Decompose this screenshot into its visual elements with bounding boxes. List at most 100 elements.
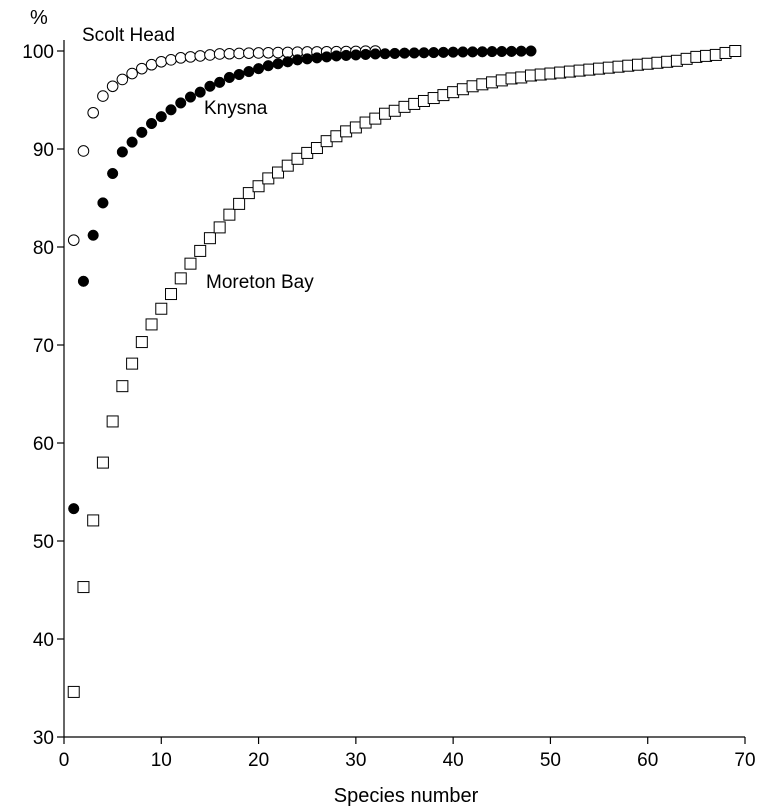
data-point (97, 90, 109, 102)
data-point (243, 47, 255, 59)
data-point (252, 180, 265, 193)
data-point (165, 288, 178, 301)
data-point (106, 80, 119, 93)
data-point (321, 51, 333, 63)
data-point (223, 71, 235, 84)
data-point (272, 166, 285, 179)
data-point (389, 47, 401, 60)
x-tick-label: 60 (637, 750, 658, 771)
data-point (379, 48, 391, 60)
data-point (369, 48, 381, 60)
data-point (67, 234, 80, 246)
x-tick-label: 0 (59, 750, 70, 771)
data-point (184, 51, 197, 63)
data-point (243, 66, 255, 78)
data-point (262, 60, 274, 72)
data-point (87, 106, 99, 119)
y-tick-label: 90 (33, 140, 54, 161)
data-point (194, 244, 207, 257)
y-tick-label: 100 (22, 42, 54, 63)
x-tick-label: 40 (443, 750, 464, 771)
data-point (184, 91, 197, 103)
series-label-knysna: Knysna (204, 98, 268, 119)
data-point (204, 49, 216, 61)
x-axis-title: Species number (334, 785, 479, 807)
data-point (87, 514, 100, 527)
data-point (311, 52, 323, 64)
data-point (213, 48, 226, 60)
data-point (282, 56, 294, 68)
data-markers (67, 45, 742, 698)
x-tick-label: 20 (248, 750, 269, 771)
data-point (77, 275, 90, 287)
data-point (116, 73, 129, 86)
data-point (87, 229, 99, 241)
data-point (146, 117, 158, 130)
data-point (214, 76, 226, 88)
data-point (204, 80, 216, 92)
data-point (107, 167, 119, 180)
data-point (96, 456, 109, 469)
data-point (68, 503, 80, 515)
data-point (97, 197, 109, 209)
x-tick-label: 70 (734, 750, 755, 771)
series-knysna (68, 45, 537, 515)
data-point (174, 52, 187, 64)
data-point (194, 50, 206, 62)
data-point (223, 47, 236, 60)
data-point (233, 68, 245, 81)
data-point (281, 159, 294, 172)
y-tick-label: 80 (33, 238, 54, 259)
data-point (155, 302, 168, 315)
data-point (291, 54, 304, 66)
data-point (165, 104, 177, 116)
data-point (155, 55, 168, 68)
data-point (360, 48, 372, 60)
data-point (126, 67, 138, 80)
data-point (106, 415, 119, 428)
series-moreton-bay (67, 45, 742, 698)
data-point (418, 47, 430, 59)
data-point (175, 97, 187, 109)
y-tick-label: 40 (33, 630, 54, 651)
data-point (145, 318, 158, 331)
y-axis-unit-label: % (30, 7, 48, 29)
data-point (233, 47, 245, 60)
series-label-moreton-bay: Moreton Bay (206, 272, 314, 293)
data-point (77, 145, 90, 157)
data-point (136, 126, 148, 138)
data-point (525, 45, 537, 57)
data-point (272, 58, 284, 70)
data-point (301, 53, 313, 65)
series-label-scolt-head: Scolt Head (82, 25, 175, 46)
data-point (428, 47, 440, 59)
ticks: 0 10 20 30 40 50 60 70 30 40 50 60 70 80 90 100 (22, 42, 755, 771)
data-point (252, 47, 265, 59)
data-point (467, 46, 479, 58)
data-point (126, 357, 139, 370)
y-tick-label: 30 (33, 728, 54, 749)
data-point (476, 46, 488, 58)
data-point (155, 111, 167, 123)
data-point (116, 146, 128, 158)
y-tick-label: 70 (33, 336, 54, 357)
data-point (136, 62, 148, 75)
data-point (116, 380, 129, 393)
data-point (67, 685, 80, 698)
data-point (233, 197, 246, 210)
data-point (408, 47, 420, 59)
data-point (223, 208, 236, 221)
data-point (496, 45, 508, 58)
data-point (515, 45, 527, 57)
data-point (281, 46, 294, 59)
data-point (310, 142, 323, 155)
data-point (350, 49, 362, 61)
data-point (272, 46, 284, 59)
data-point (174, 272, 187, 285)
data-point (184, 257, 197, 270)
data-point (145, 58, 158, 71)
data-point (729, 45, 742, 57)
data-point (457, 46, 469, 58)
data-point (330, 50, 342, 62)
